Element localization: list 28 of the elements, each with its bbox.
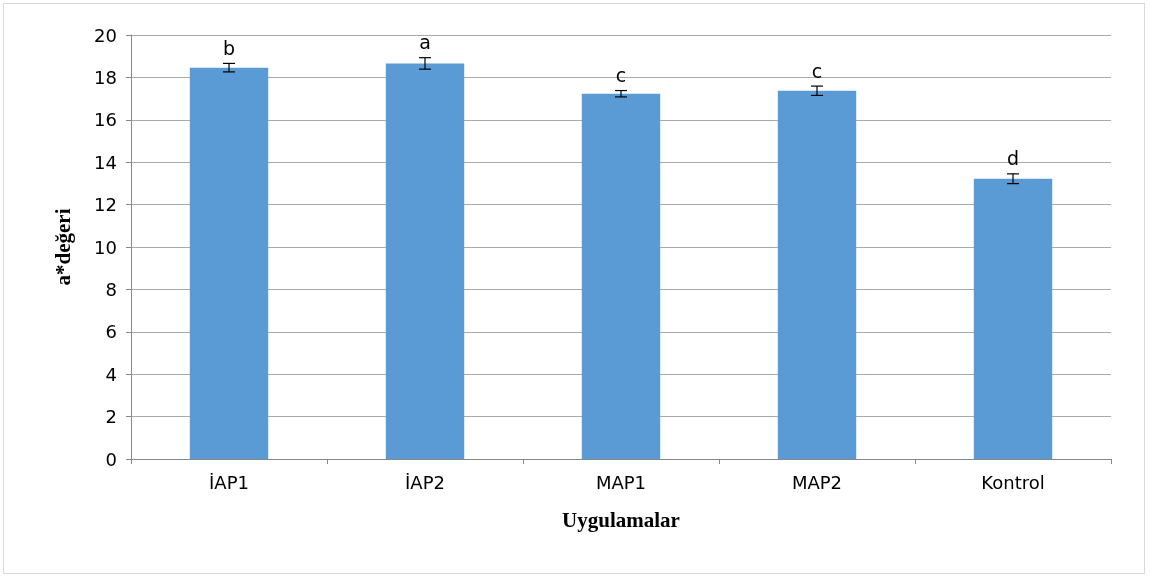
y-tick-label: 0 [105,448,117,470]
bar [385,63,465,459]
bar [581,93,661,459]
y-tick-label: 10 [94,236,117,258]
y-tick-label: 4 [105,363,117,385]
bar [973,178,1053,459]
annotation: a [419,31,431,54]
x-axis-title: Uygulamalar [562,507,680,532]
y-tick-label: 18 [94,66,117,88]
y-tick-label: 8 [105,278,117,300]
bar [189,67,269,459]
y-tick-label: 2 [105,406,117,428]
x-tick-label: MAP2 [791,471,843,493]
annotation: b [222,36,236,59]
x-tick-label: İAP2 [405,471,445,493]
bar [777,90,857,459]
y-tick-label: 16 [94,109,117,131]
x-tick-label: MAP1 [595,471,647,493]
annotation: c [615,64,627,87]
x-tick-label: İAP1 [209,471,249,493]
annotation: d [1006,147,1020,170]
x-tick-label: Kontrol [981,471,1045,493]
y-tick-label: 12 [94,194,117,216]
y-tick-label: 14 [94,151,117,173]
annotation: c [811,59,823,82]
y-tick-label: 6 [105,321,117,343]
y-axis-title: a*değeri [50,208,75,286]
y-tick-label: 20 [94,24,117,46]
